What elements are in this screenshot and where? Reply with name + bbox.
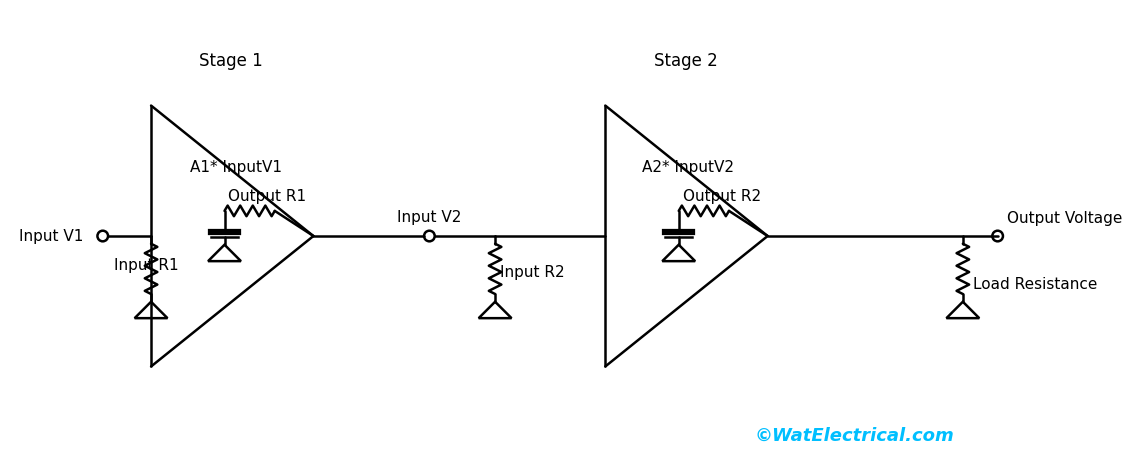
Text: Stage 2: Stage 2 [654, 52, 718, 70]
Text: Output Voltage: Output Voltage [1008, 211, 1123, 226]
Text: Load Resistance: Load Resistance [972, 277, 1097, 292]
Text: ©WatElectrical.com: ©WatElectrical.com [755, 427, 955, 445]
Text: Output R2: Output R2 [682, 189, 760, 204]
Text: Input R2: Input R2 [500, 265, 564, 280]
Text: Input R1: Input R1 [114, 257, 179, 272]
Text: A1* InputV1: A1* InputV1 [190, 160, 282, 175]
Text: Stage 1: Stage 1 [199, 52, 263, 70]
Text: Output R1: Output R1 [228, 189, 307, 204]
Text: Input V1: Input V1 [18, 228, 84, 244]
Text: A2* InputV2: A2* InputV2 [642, 160, 734, 175]
Text: Input V2: Input V2 [397, 210, 461, 225]
